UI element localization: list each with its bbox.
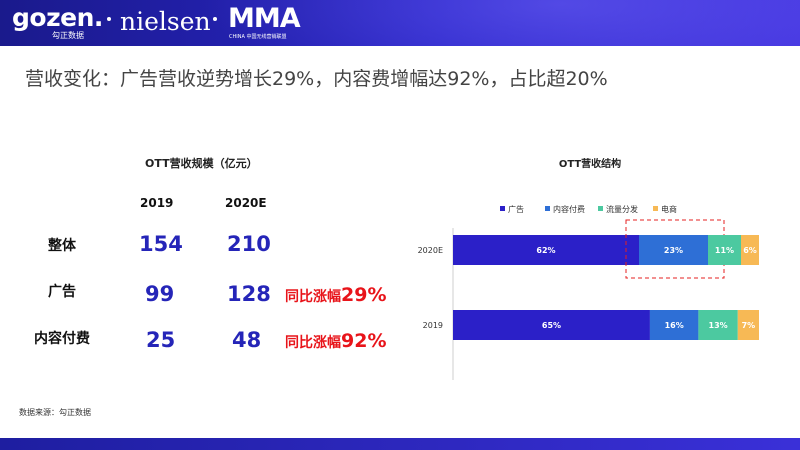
legend-label-1: 内容付费 [553, 204, 585, 214]
row-label-content-fee: 内容付费 [34, 331, 90, 347]
bar-value-label: 62% [536, 246, 555, 255]
bar-value-label: 6% [743, 246, 757, 255]
content-growth-pct: 92% [341, 330, 387, 352]
header-glow [200, 0, 800, 46]
mma-logo: MMA [228, 3, 301, 34]
total-2019-value: 154 [139, 232, 183, 256]
ads-growth-text: 同比涨幅 [285, 289, 341, 305]
bar-value-label: 16% [665, 321, 684, 330]
mma-logo-subtitle: CHINA 中国无线营销联盟 [229, 34, 287, 40]
ads-2019-value: 99 [145, 282, 175, 306]
bar-segment [649, 310, 699, 340]
bar-value-label: 65% [542, 321, 561, 330]
row-label-total: 整体 [48, 238, 76, 254]
table-title: OTT营收规模（亿元） [145, 157, 258, 170]
legend-label-0: 广告 [508, 204, 524, 214]
content-2019-value: 25 [146, 328, 176, 352]
gozen-logo-subtitle: 勾正数据 [52, 31, 84, 40]
legend-label-2: 流量分发 [606, 204, 638, 214]
bar-segment [453, 310, 650, 340]
separator-dot [213, 17, 217, 21]
data-source-note: 数据来源：勾正数据 [19, 408, 91, 417]
chart-title: OTT营收结构 [559, 157, 621, 170]
total-2020e-value: 210 [227, 232, 271, 256]
bar-segment [741, 235, 759, 265]
content-2020e-value: 48 [232, 328, 262, 352]
bar-segment [737, 310, 759, 340]
bar-segment [453, 235, 639, 265]
footer-band [0, 438, 800, 450]
ads-2020e-value: 128 [227, 282, 271, 306]
bar-value-label: 23% [664, 246, 683, 255]
category-label-0: 2020E [418, 246, 443, 255]
category-label-1: 2019 [423, 321, 443, 330]
nielsen-logo: nielsen [120, 7, 211, 36]
legend-swatch-1 [545, 206, 550, 211]
separator-dot [107, 17, 111, 21]
ads-growth-pct: 29% [341, 284, 387, 306]
legend-swatch-2 [598, 206, 603, 211]
legend-label-3: 电商 [661, 204, 677, 214]
legend-swatch-0 [500, 206, 505, 211]
bar-segment [708, 235, 741, 265]
year-header-2020e: 2020E [225, 196, 267, 210]
gozen-logo: gozen. [12, 3, 103, 32]
bar-segment [698, 310, 738, 340]
ads-growth-label: 同比涨幅29% [285, 284, 386, 306]
slide-title: 营收变化：广告营收逆势增长29%，内容费增幅达92%，占比超20% [25, 68, 608, 90]
year-header-2019: 2019 [140, 196, 174, 210]
bar-value-label: 13% [709, 321, 728, 330]
header-banner: gozen. 勾正数据 nielsen MMA CHINA 中国无线营销联盟 [0, 0, 800, 46]
content-growth-label: 同比涨幅92% [285, 330, 386, 352]
bar-segment [639, 235, 708, 265]
row-label-ads: 广告 [48, 284, 76, 300]
bar-value-label: 7% [742, 321, 756, 330]
bar-value-label: 11% [715, 246, 734, 255]
legend-swatch-3 [653, 206, 658, 211]
content-growth-text: 同比涨幅 [285, 335, 341, 351]
